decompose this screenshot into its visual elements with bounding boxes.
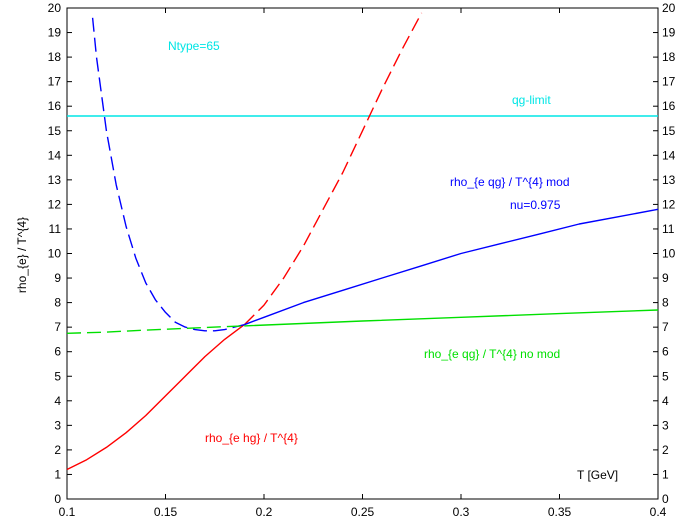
- y-tick-label-right: 14: [662, 148, 676, 162]
- series-line-2: [243, 12, 423, 326]
- x-tick-label: 0.1: [59, 505, 76, 519]
- y-tick-label-right: 1: [662, 467, 669, 481]
- y-tick-label-left: 15: [48, 124, 62, 138]
- annotation-ntype: Ntype=65: [168, 39, 220, 53]
- y-tick-label-right: 16: [662, 99, 676, 113]
- series-line-1: [66, 324, 245, 471]
- y-tick-label-left: 7: [54, 320, 61, 334]
- y-tick-label-right: 11: [662, 222, 675, 236]
- y-tick-label-left: 2: [54, 443, 61, 457]
- series-group: [66, 12, 659, 471]
- annotation-mod-nu: nu=0.975: [510, 198, 561, 212]
- y-tick-label-right: 13: [662, 173, 676, 187]
- y-tick-label-left: 18: [48, 50, 62, 64]
- y-tick-label-left: 11: [49, 222, 62, 236]
- y-tick-label-right: 19: [662, 26, 676, 40]
- y-tick-label-right: 9: [662, 271, 669, 285]
- series-line-5: [244, 309, 659, 327]
- y-tick-label-right: 2: [662, 443, 669, 457]
- x-tick-label: 0.3: [453, 505, 470, 519]
- y-tick-label-left: 10: [48, 247, 62, 261]
- x-tick-label: 0.2: [256, 505, 273, 519]
- y-tick-label-left: 4: [54, 394, 61, 408]
- y-tick-label-left: 19: [48, 26, 62, 40]
- annotation-hg-label: rho_{e hg} / T^{4}: [205, 431, 298, 445]
- y-tick-label-right: 6: [662, 345, 669, 359]
- annotation-qg-limit: qg-limit: [512, 93, 551, 107]
- y-tick-label-right: 5: [662, 369, 669, 383]
- y-tick-label-right: 3: [662, 418, 669, 432]
- y-tick-label-left: 6: [54, 345, 61, 359]
- x-tick-label: 0.4: [650, 505, 667, 519]
- annotation-no-mod-label: rho_{e qg} / T^{4} no mod: [424, 347, 560, 361]
- y-tick-label-left: 8: [54, 296, 61, 310]
- y-tick-label-right: 0: [662, 492, 669, 506]
- y-tick-label-right: 12: [662, 197, 676, 211]
- y-tick-label-left: 20: [48, 1, 62, 15]
- x-axis-label: T [GeV]: [577, 468, 618, 482]
- y-tick-label-right: 15: [662, 124, 676, 138]
- series-line-4: [91, 17, 245, 332]
- y-tick-label-right: 7: [662, 320, 669, 334]
- y-tick-label-left: 16: [48, 99, 62, 113]
- y-tick-label-right: 20: [662, 1, 676, 15]
- y-tick-label-left: 1: [54, 467, 61, 481]
- plot-frame: [66, 7, 659, 500]
- y-tick-label-left: 3: [54, 418, 61, 432]
- y-axis-label: rho_{e} / T^{4}: [15, 217, 29, 293]
- y-tick-label-left: 5: [54, 369, 61, 383]
- y-tick-label-left: 12: [48, 197, 62, 211]
- y-tick-label-left: 13: [48, 173, 62, 187]
- annotation-mod-label: rho_{e qg} / T^{4} mod: [450, 175, 570, 189]
- series-line-6: [66, 325, 245, 334]
- y-tick-label-left: 0: [54, 492, 61, 506]
- y-tick-label-left: 17: [48, 75, 62, 89]
- y-tick-label-right: 8: [662, 296, 669, 310]
- x-tick-label: 0.35: [548, 505, 572, 519]
- y-tick-label-left: 9: [54, 271, 61, 285]
- x-tick-label: 0.15: [154, 505, 178, 519]
- y-tick-label-right: 18: [662, 50, 676, 64]
- series-line-3: [244, 208, 659, 326]
- y-tick-label-right: 10: [662, 247, 676, 261]
- y-tick-label-left: 14: [48, 148, 62, 162]
- y-tick-label-right: 17: [662, 75, 676, 89]
- y-tick-label-right: 4: [662, 394, 669, 408]
- x-tick-label: 0.25: [351, 505, 375, 519]
